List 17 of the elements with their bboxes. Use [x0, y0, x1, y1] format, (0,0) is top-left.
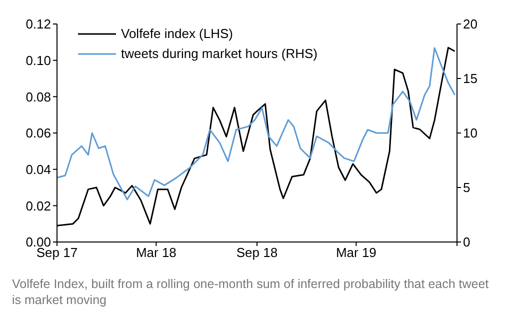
legend-label: tweets during market hours (RHS) — [121, 45, 318, 63]
y2-tick-label: 0 — [463, 234, 470, 250]
x-tick-label: Mar 18 — [136, 245, 176, 260]
y2-tick-label: 15 — [463, 71, 478, 86]
y-tick-label: 0.12 — [26, 16, 51, 32]
y-tick-label: 0.04 — [26, 162, 51, 177]
legend-label: Volfefe index (LHS) — [121, 25, 234, 43]
y2-tick-label: 5 — [463, 180, 470, 196]
y-tick-label: 0.08 — [26, 89, 51, 104]
x-tick-label: Sep 18 — [236, 245, 278, 260]
y2-tick-label: 10 — [463, 126, 478, 141]
y-tick-label: 0.06 — [26, 126, 51, 141]
y-tick-label: 0.02 — [26, 198, 51, 214]
text: Volfefe Index, built from a rolling one-month sum of inferred probability that each tweet is market moving — [11, 276, 490, 308]
y2-tick-label: 20 — [463, 16, 478, 32]
x-tick-label: Mar 19 — [336, 245, 376, 260]
y-tick-label: 0.10 — [26, 52, 51, 68]
